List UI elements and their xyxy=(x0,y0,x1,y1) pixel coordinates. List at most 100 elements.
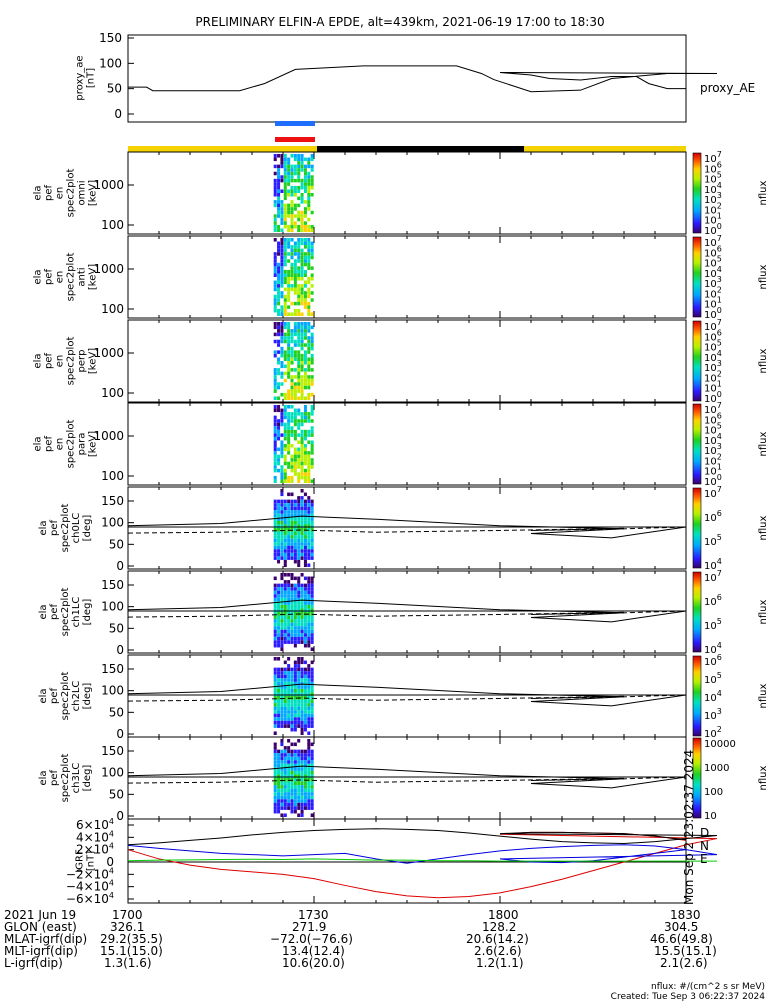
spectrogram-cell xyxy=(297,224,301,229)
spectrogram-cell xyxy=(300,549,304,553)
spectrogram-cell xyxy=(287,678,291,682)
spectrogram-cell xyxy=(297,806,301,810)
spectrogram-cell xyxy=(273,458,277,462)
spectrogram-cell xyxy=(280,713,284,718)
spectrogram-cell xyxy=(300,444,304,448)
spectrogram-cell xyxy=(290,214,294,218)
spectrogram-cell xyxy=(277,182,281,186)
spectrogram-cell xyxy=(310,517,314,521)
spectrogram-cell xyxy=(280,506,284,511)
spectrogram-cell xyxy=(277,619,281,623)
spectrogram-cell xyxy=(293,245,297,249)
spectrogram-cell xyxy=(290,552,294,557)
spectrogram-cell xyxy=(273,252,277,256)
spectrogram-cell xyxy=(290,763,294,768)
footer-value: 2.1(2.6) xyxy=(660,956,708,970)
spectrogram-cell xyxy=(300,266,304,270)
spectrogram-cell xyxy=(280,221,284,225)
spectrogram-cell xyxy=(287,238,291,242)
spectrogram-cell xyxy=(280,280,284,285)
spectrogram-cell xyxy=(293,189,297,193)
spectrogram-cell xyxy=(283,214,287,218)
spectrogram-cell xyxy=(297,382,301,386)
spectrogram-cell xyxy=(303,510,307,514)
spectrogram-cell xyxy=(290,175,294,179)
spectrogram-cell xyxy=(277,273,281,277)
spectrogram-cell xyxy=(277,308,281,313)
spectrogram-cell xyxy=(277,524,281,528)
spectrogram-cell xyxy=(300,361,304,365)
spectrogram-cell xyxy=(287,332,291,337)
spectrogram-cell xyxy=(293,619,297,623)
panel-ylabel: ela pef spec2plot ch3LC [deg] xyxy=(38,754,93,803)
footer-value: 1730 xyxy=(298,908,329,922)
spectrogram-cell xyxy=(277,262,281,267)
spectrogram-cell xyxy=(273,626,277,630)
spectrogram-cell xyxy=(310,503,314,507)
spectrogram-cell xyxy=(283,336,287,340)
spectrogram-cell xyxy=(293,157,297,162)
spectrogram-cell xyxy=(280,720,284,725)
spectrogram-cell xyxy=(280,375,284,379)
spectrogram-cell xyxy=(303,451,307,455)
spectrogram-cell xyxy=(307,594,311,598)
spectrogram-cell xyxy=(310,556,314,560)
spectrogram-cell xyxy=(280,475,284,480)
spectrogram-cell xyxy=(277,322,281,326)
spectrogram-cell xyxy=(290,749,294,754)
spectrogram-cell xyxy=(287,590,291,595)
spectrogram-cell xyxy=(287,465,291,469)
spectrogram-cell xyxy=(303,749,307,754)
spectrogram-cell xyxy=(287,412,291,416)
spectrogram-cell xyxy=(300,717,304,721)
spectrogram-cell xyxy=(293,472,297,476)
spectrogram-cell xyxy=(280,415,284,420)
spectrogram-cell xyxy=(277,542,281,546)
spectrogram-cell xyxy=(283,746,287,750)
igrf-ytick-exponent: 4 xyxy=(109,891,114,900)
spectrogram-cell xyxy=(273,629,277,634)
spectrogram-cell xyxy=(303,429,307,434)
colorbar-exponent: 7 xyxy=(717,150,722,159)
spectrogram-cell xyxy=(303,461,307,466)
colorbar-exponent: 5 xyxy=(717,617,722,626)
spectrogram-cell xyxy=(277,429,281,434)
igrf-series-d xyxy=(127,831,718,899)
spectrogram-cell xyxy=(283,332,287,337)
science-bar-red xyxy=(275,137,315,142)
spectrogram-cell xyxy=(300,724,304,728)
spectrogram-cell xyxy=(303,703,307,707)
spectrogram-cell xyxy=(303,329,307,333)
spectrogram-cell xyxy=(273,640,277,644)
spectrogram-cell xyxy=(300,357,304,361)
spectrogram-cell xyxy=(280,753,284,757)
colorbar-exponent: 2 xyxy=(717,201,722,210)
spectrogram-cell xyxy=(303,214,307,218)
panel-ylabel: ela pef en spec2plot anti [keV] xyxy=(33,253,99,302)
spectrogram-cell xyxy=(303,590,307,595)
spectrogram-cell xyxy=(310,756,314,761)
ylabel-line: ch2LC xyxy=(71,681,82,712)
spectrogram-cell xyxy=(273,542,277,546)
spectrogram-cell xyxy=(287,280,291,285)
spectrogram-cell xyxy=(290,336,294,340)
spectrogram-cell xyxy=(307,479,311,483)
spectrogram-cell xyxy=(293,802,297,807)
spectrogram-cell xyxy=(280,433,284,437)
spectrogram-cell xyxy=(290,266,294,270)
spectrogram-cell xyxy=(307,629,311,634)
colorbar-exponent: 5 xyxy=(717,533,722,542)
spectrogram-cell xyxy=(297,559,301,564)
plot-title: PRELIMINARY ELFIN-A EPDE, alt=439km, 202… xyxy=(195,15,604,29)
spectrogram-cell xyxy=(277,559,281,564)
footer-value: 29.2(35.5) xyxy=(100,932,163,946)
spectrogram-cell xyxy=(297,601,301,605)
spectrogram-cell xyxy=(277,517,281,521)
spectrogram-cell xyxy=(290,189,294,193)
spectrogram-cell xyxy=(303,224,307,229)
spectrogram-cell xyxy=(273,396,277,400)
spectrogram-cell xyxy=(290,612,294,616)
spectrogram-cell xyxy=(300,510,304,514)
colorbar-exponent: 2 xyxy=(717,285,722,294)
spectrogram-cell xyxy=(303,629,307,634)
